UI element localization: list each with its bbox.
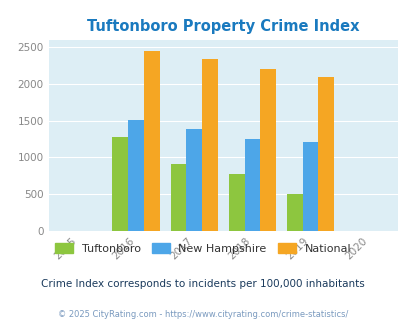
- Bar: [128, 120, 143, 231]
- Bar: [244, 139, 260, 231]
- Bar: [318, 77, 333, 231]
- Legend: Tuftonboro, New Hampshire, National: Tuftonboro, New Hampshire, National: [55, 243, 350, 254]
- Bar: [186, 129, 202, 231]
- Bar: [112, 137, 128, 231]
- Bar: [260, 69, 275, 231]
- Bar: [202, 59, 217, 231]
- Bar: [143, 51, 159, 231]
- Text: Crime Index corresponds to incidents per 100,000 inhabitants: Crime Index corresponds to incidents per…: [41, 279, 364, 289]
- Title: Tuftonboro Property Crime Index: Tuftonboro Property Crime Index: [87, 19, 359, 34]
- Bar: [286, 194, 302, 231]
- Bar: [170, 164, 186, 231]
- Bar: [228, 174, 244, 231]
- Bar: [302, 142, 318, 231]
- Text: © 2025 CityRating.com - https://www.cityrating.com/crime-statistics/: © 2025 CityRating.com - https://www.city…: [58, 310, 347, 319]
